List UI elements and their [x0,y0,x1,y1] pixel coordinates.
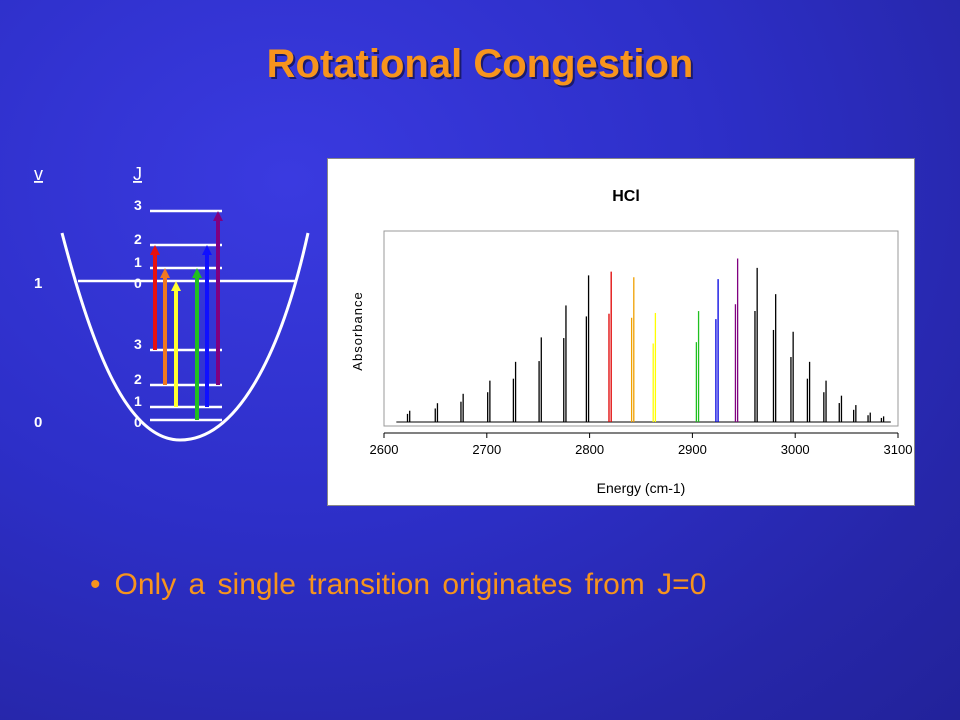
slide-title: Rotational Congestion [266,42,694,86]
y-axis-label: Absorbance [350,291,365,370]
upper-j-label-3: 3 [134,197,142,213]
x-axis-label: Energy (cm-1) [597,480,686,496]
potential-well-curve [60,232,310,442]
upper-j-label-0: 0 [134,275,142,291]
lower-j-label-3: 3 [134,336,142,352]
x-tick-label: 2700 [472,442,501,457]
x-axis: 2600 2700 2800 2900 3000 3100 [370,432,913,457]
bullet-text: Only a single transition originates from… [114,568,707,601]
upper-j-label-2: 2 [134,231,142,247]
lower-j-label-1: 1 [134,393,142,409]
spectrum-chart: HCl Absorbance Energy (cm-1) 2600 2700 280… [350,188,913,496]
transition-arrowhead-3 [171,281,181,291]
x-tick-label: 2600 [370,442,399,457]
transition-arrowhead-6 [213,211,223,221]
bullet-dot: • [90,568,101,601]
energy-level-diagram: v J 1 0 3 2 1 0 3 2 1 0 [34,164,310,442]
x-tick-label: 2800 [575,442,604,457]
v-label-1: 1 [34,275,42,292]
v-label-0: 0 [34,414,42,431]
upper-j-label-1: 1 [134,254,142,270]
lower-j-label-0: 0 [134,414,142,430]
transition-arrowhead-4 [192,268,202,278]
spectrum-peaks [396,258,891,423]
plot-area-frame [383,230,899,427]
x-tick-label: 3100 [884,442,913,457]
transition-arrowhead-2 [160,268,170,278]
chart-title: HCl [612,188,640,205]
x-tick-label: 2900 [678,442,707,457]
j-header: J [133,164,142,184]
transition-arrowhead-1 [150,245,160,255]
bullet-point: • Only a single transition originates fro… [90,568,706,602]
spectrum-chart-panel: HCl Absorbance Energy (cm-1) 2600 2700 280… [327,158,915,506]
x-tick-label: 3000 [781,442,810,457]
transition-arrows [150,211,223,420]
v-header: v [34,164,43,184]
lower-j-label-2: 2 [134,371,142,387]
transition-arrowhead-5 [202,245,212,255]
